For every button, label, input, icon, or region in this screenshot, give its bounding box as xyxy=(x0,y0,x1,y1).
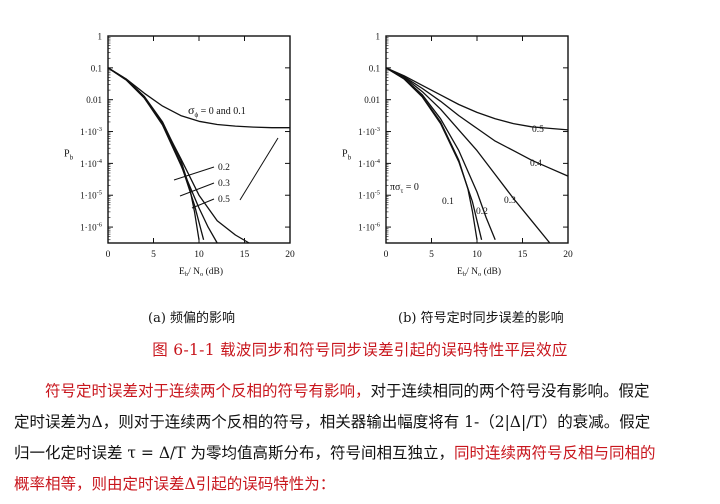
curve-label: 0.2 xyxy=(218,163,230,173)
x-tick-label: 20 xyxy=(563,250,573,260)
x-tick-label: 5 xyxy=(429,250,434,260)
text: 定时误差为Δ，则对于连续两个反相的符号，相关器输出幅度将有 1-（2|Δ|/T）… xyxy=(14,413,651,431)
y-axis-label-sub: b xyxy=(348,153,352,161)
x-axis-label: Eb/ No (dB) xyxy=(457,266,501,278)
y-tick-exponent: -4 xyxy=(375,158,381,165)
series-line xyxy=(385,67,569,131)
x-axis-label-part: E xyxy=(457,267,463,277)
y-tick-exponent: -6 xyxy=(375,222,381,229)
series-line xyxy=(107,67,218,244)
y-tick-exponent: -3 xyxy=(97,126,102,133)
chart-b: 1 0.1 0.01 1·10-3 1·10-4 1·10-5 1·10-6 0 5 10 15 20… xyxy=(342,32,573,279)
y-tick-exponent: -3 xyxy=(375,126,380,133)
leader-line xyxy=(173,166,215,181)
curve-label: 0.3 xyxy=(504,196,516,206)
y-tick-exponent: -6 xyxy=(97,222,103,229)
y-tick-label: 0.1 xyxy=(91,63,102,73)
x-axis-label-part: o xyxy=(200,271,203,278)
y-axis-label-sub: b xyxy=(70,153,74,161)
x-axis-label: Eb/ No (dB) xyxy=(179,266,223,278)
figure-caption: 图 6-1-1 载波同步和符号同步误差引起的误码特性平层效应 xyxy=(152,341,568,359)
text: 对于连续相同的两个符号没有影响。假定 xyxy=(370,382,650,400)
annotation-pi-sigma: πσ xyxy=(390,182,401,193)
text-red: 概率相等，则由定时误差Δ引起的误码特性为： xyxy=(14,475,336,493)
y-axis-label: Pb xyxy=(64,148,74,161)
y-tick-label: 1·10-3 xyxy=(80,126,102,137)
x-tick-label: 0 xyxy=(106,250,111,260)
series-line xyxy=(107,67,250,244)
x-tick-label: 10 xyxy=(194,250,204,260)
plot-frame xyxy=(107,35,291,244)
subcaption-a: (a) 频偏的影响 xyxy=(148,311,236,326)
x-axis-label-part: o xyxy=(478,271,481,278)
x-axis-label-part: b xyxy=(463,271,466,278)
annotation-text: = 0 and 0.1 xyxy=(198,106,246,117)
x-tick-label: 5 xyxy=(151,250,156,260)
y-tick-label: 1·10-4 xyxy=(80,158,103,169)
y-tick-label: 1 xyxy=(98,32,103,42)
leader-line xyxy=(179,182,215,197)
figure-b: 1 0.1 0.01 1·10-3 1·10-4 1·10-5 1·10-6 0 5 10 15 20… xyxy=(318,0,588,300)
curve-label: 0.5 xyxy=(218,195,230,205)
leader-line xyxy=(239,137,279,201)
paragraph-line-3: 归一化定时误差 τ = Δ/T 为零均值高斯分布，符号间相互独立，同时连续两符号… xyxy=(14,438,714,469)
x-tick-label: 15 xyxy=(518,250,528,260)
figure-a: 1 0.1 0.01 1·10-3 1·10-4 1·10-5 1·10-6 0 5 10 15 20… xyxy=(40,0,310,300)
y-tick-label: 0.1 xyxy=(369,63,380,73)
annotation-text: = 0 xyxy=(403,182,419,193)
leader-line xyxy=(191,198,215,209)
y-tick-label: 1·10-3 xyxy=(358,126,380,137)
text-red: 同时连续两符号反相与同相的 xyxy=(454,444,656,462)
x-tick-label: 20 xyxy=(285,250,295,260)
y-tick-exponent: -4 xyxy=(97,158,103,165)
text-red: 符号定时误差对于连续两个反相的符号有影响， xyxy=(45,382,371,400)
curve-label: 0.3 xyxy=(218,179,230,189)
y-tick-label: 1·10-6 xyxy=(80,222,103,233)
series-line xyxy=(107,67,290,129)
y-tick-label: 1·10-5 xyxy=(358,190,380,201)
curve-label: 0.4 xyxy=(530,159,542,169)
annotation-sigma: σ xyxy=(188,103,195,117)
annotation-subscript: ϕ xyxy=(194,111,198,119)
series-line xyxy=(385,67,483,240)
curve-label: 0.1 xyxy=(442,197,454,207)
annotation-subscript: τ xyxy=(400,187,403,195)
subcaption-b: (b) 符号定时同步误差的影响 xyxy=(398,311,564,326)
curve-label: 0.5 xyxy=(532,125,544,135)
x-axis-label-part: E xyxy=(179,267,185,277)
series-line xyxy=(107,67,205,240)
series-line xyxy=(385,67,551,244)
x-axis-label-part: (dB) xyxy=(481,266,501,277)
paragraph-line-4: 概率相等，则由定时误差Δ引起的误码特性为： xyxy=(14,469,714,500)
x-tick-label: 10 xyxy=(472,250,482,260)
series-line xyxy=(385,67,569,177)
y-tick-label: 0.01 xyxy=(86,95,102,105)
series-line xyxy=(385,67,478,240)
x-tick-label: 15 xyxy=(240,250,250,260)
x-axis-label-part: / N xyxy=(466,267,478,277)
x-axis-label-part: b xyxy=(185,271,188,278)
x-tick-label: 0 xyxy=(384,250,389,260)
series-line xyxy=(385,67,496,241)
chart-a: 1 0.1 0.01 1·10-3 1·10-4 1·10-5 1·10-6 0 5 10 15 20… xyxy=(64,32,295,279)
paragraph-line-1: 符号定时误差对于连续两个反相的符号有影响，对于连续相同的两个符号没有影响。假定 xyxy=(14,376,714,407)
paragraph-line-2: 定时误差为Δ，则对于连续两个反相的符号，相关器输出幅度将有 1-（2|Δ|/T）… xyxy=(14,407,714,438)
y-tick-label: 1·10-4 xyxy=(358,158,381,169)
annotation-label: σϕ = 0 and 0.1 xyxy=(188,103,246,119)
y-tick-label: 1·10-5 xyxy=(80,190,102,201)
annotation-label: πστ = 0 xyxy=(390,182,419,195)
series-line xyxy=(107,67,200,240)
y-tick-exponent: -5 xyxy=(97,190,102,197)
curve-label: 0.2 xyxy=(476,207,488,217)
x-axis-label-part: / N xyxy=(188,267,200,277)
text: 归一化定时误差 τ = Δ/T 为零均值高斯分布，符号间相互独立， xyxy=(14,444,455,462)
y-axis-label: Pb xyxy=(342,148,352,161)
y-tick-label: 1 xyxy=(376,32,381,42)
y-tick-label: 0.01 xyxy=(364,95,380,105)
x-axis-label-part: (dB) xyxy=(203,266,223,277)
y-tick-exponent: -5 xyxy=(375,190,380,197)
y-tick-label: 1·10-6 xyxy=(358,222,381,233)
